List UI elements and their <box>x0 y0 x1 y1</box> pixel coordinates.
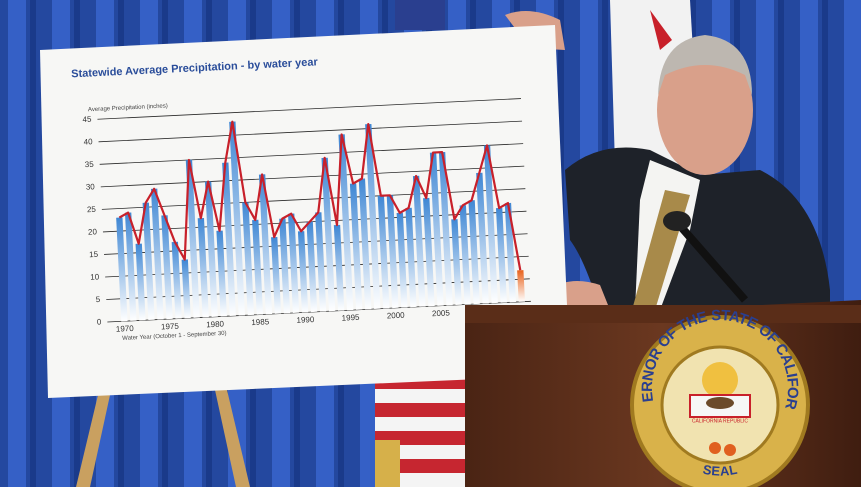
x-tick-label: 1970 <box>116 324 135 334</box>
y-tick-label: 30 <box>86 182 96 191</box>
seal-banner: CALIFORNIA REPUBLIC <box>692 418 749 424</box>
y-tick-label: 15 <box>89 250 99 259</box>
us-flag-top <box>395 0 445 30</box>
y-tick-label: 45 <box>82 115 92 124</box>
y-tick-label: 35 <box>85 160 95 169</box>
x-tick-label: 2005 <box>432 308 451 318</box>
x-tick-label: 1975 <box>161 322 180 332</box>
photo: Statewide Average Precipitation - by wat… <box>0 0 861 487</box>
y-tick-label: 25 <box>87 205 97 214</box>
us-flag <box>375 365 470 487</box>
x-tick-label: 1990 <box>296 315 315 325</box>
x-tick-label: 1980 <box>206 319 225 329</box>
x-tick-label: 2000 <box>387 311 406 321</box>
y-tick-label: 10 <box>90 272 100 281</box>
podium-top <box>465 305 861 323</box>
x-tick-label: 1985 <box>251 317 270 327</box>
x-tick-label: 1995 <box>341 313 360 323</box>
y-tick-label: 20 <box>88 227 98 236</box>
y-tick-label: 40 <box>83 137 93 146</box>
